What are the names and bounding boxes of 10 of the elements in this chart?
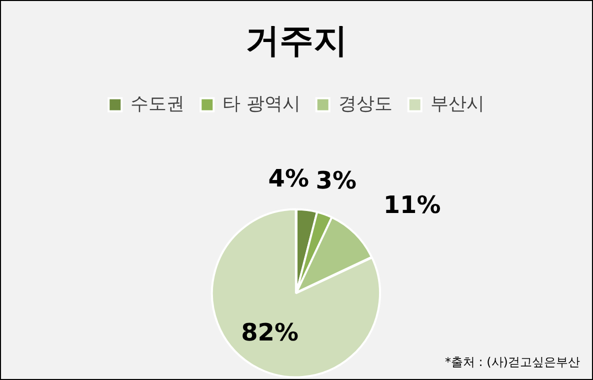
data-label: 3%: [316, 166, 357, 195]
legend-label: 타 광역시: [222, 93, 300, 114]
legend-label: 경상도: [338, 93, 392, 114]
text: *출처 : (사)걷고싶은부산: [444, 354, 580, 371]
legend-label: 수도권: [130, 93, 185, 114]
chart-title: 거주지: [246, 21, 348, 62]
data-label: 11%: [383, 191, 441, 220]
data-label: 4%: [268, 164, 310, 193]
legend-label: 부산시: [430, 93, 484, 114]
data-label: 82%: [241, 318, 299, 347]
